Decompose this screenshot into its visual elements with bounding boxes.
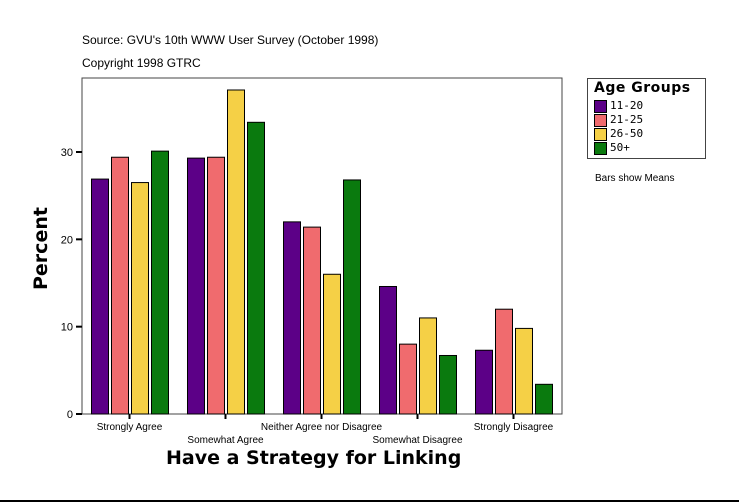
bars-note: Bars show Means <box>595 173 675 184</box>
source-line: Source: GVU's 10th WWW User Survey (Octo… <box>82 33 379 47</box>
bar-50+ <box>535 383 553 415</box>
x-tick-label: Somewhat Agree <box>187 435 264 446</box>
bar-50+ <box>343 179 361 415</box>
x-tick-label: Somewhat Disagree <box>372 435 462 446</box>
bar-11-20 <box>283 221 301 415</box>
bar-11-20 <box>475 349 493 415</box>
legend-swatch <box>594 114 607 127</box>
x-tick-label: Neither Agree nor Disagree <box>261 422 383 433</box>
legend-label: 50+ <box>610 141 630 154</box>
bar-21-25 <box>111 156 129 415</box>
bar-50+ <box>151 150 169 415</box>
y-tick-label: 0 <box>67 409 73 421</box>
bar-21-25 <box>399 343 417 415</box>
bar-11-20 <box>187 157 205 415</box>
bar-21-25 <box>207 156 225 415</box>
legend-label: 11-20 <box>610 99 644 112</box>
legend-swatch <box>594 142 607 155</box>
y-tick-label: 20 <box>61 234 73 246</box>
legend-label: 21-25 <box>610 113 644 126</box>
bar-11-20 <box>379 285 397 415</box>
copyright-line: Copyright 1998 GTRC <box>82 56 201 70</box>
x-tick-label: Strongly Agree <box>97 422 163 433</box>
y-tick-label: 10 <box>61 322 73 334</box>
legend-label: 26-50 <box>610 127 644 140</box>
legend: Age Groups 11-20 21-25 26-50 50+ <box>587 78 706 159</box>
bar-11-20 <box>91 178 109 415</box>
bar-50+ <box>439 354 457 415</box>
x-axis-title: Have a Strategy for Linking <box>166 447 462 469</box>
legend-swatch <box>594 100 607 113</box>
bar-50+ <box>247 121 265 415</box>
bar-21-25 <box>495 308 513 415</box>
bar-26-50 <box>227 89 245 415</box>
bar-21-25 <box>303 226 321 415</box>
bar-26-50 <box>419 317 437 415</box>
legend-swatch <box>594 128 607 141</box>
y-tick-label: 30 <box>61 147 73 159</box>
bar-26-50 <box>131 182 149 415</box>
legend-title: Age Groups <box>594 80 691 96</box>
bar-26-50 <box>323 273 341 415</box>
x-tick-label: Strongly Disagree <box>474 422 554 433</box>
bar-26-50 <box>515 327 533 415</box>
y-axis-title: Percent <box>30 207 52 290</box>
bottom-border <box>0 500 739 502</box>
